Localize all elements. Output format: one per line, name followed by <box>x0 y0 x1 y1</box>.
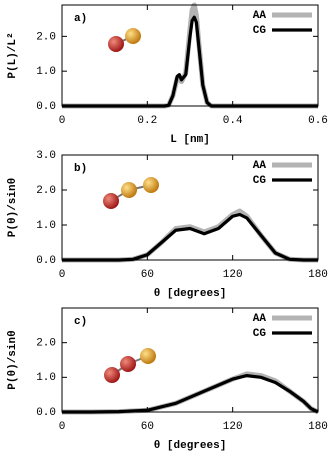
panel: 0.0 1.0 2.0 0 0.2 0.4 0.6 L [nm] P(L)/L² a) AA CG <box>7 2 328 146</box>
x-tick-label: 0 <box>59 269 66 281</box>
x-tick-label: 180 <box>308 269 328 281</box>
y-tick-label: 0.0 <box>36 407 56 419</box>
legend-label: CG <box>253 328 267 340</box>
series-line <box>62 212 318 262</box>
legend-label: CG <box>253 25 267 37</box>
series-line <box>62 208 318 263</box>
x-tick-label: 0 <box>59 115 66 127</box>
x-tick-label: 0.6 <box>308 115 328 127</box>
x-tick-label: 120 <box>223 269 243 281</box>
x-axis-label: θ [degrees] <box>154 288 227 300</box>
y-tick-label: 2.0 <box>36 338 56 350</box>
panel-label: a) <box>74 13 87 25</box>
legend-label: AA <box>253 10 267 22</box>
y-tick-label: 0.0 <box>36 101 56 113</box>
molecule-b <box>103 177 159 209</box>
panel: 0.0 1.0 2.0 3.0 0 60 120 180 θ [degrees] P(θ)/sin… <box>7 150 328 300</box>
x-tick-label: 60 <box>141 269 154 281</box>
legend-label: AA <box>253 313 267 325</box>
legend-label: CG <box>253 175 267 187</box>
plot-frame <box>61 307 319 413</box>
x-tick-label: 120 <box>223 421 243 433</box>
x-tick-label: 0.4 <box>223 115 243 127</box>
x-tick-label: 60 <box>141 421 154 433</box>
x-tick-label: 0.2 <box>137 115 157 127</box>
x-axis-label: θ [degrees] <box>154 440 227 452</box>
y-tick-label: 1.0 <box>36 372 56 384</box>
legend-label: AA <box>253 160 267 172</box>
series-line <box>62 374 319 414</box>
y-tick-label: 2.0 <box>36 31 56 43</box>
panel-label: b) <box>74 163 87 175</box>
y-tick-label: 2.0 <box>36 185 56 197</box>
plot-frame <box>61 154 319 261</box>
y-axis-label: P(θ)/sinθ <box>7 330 19 389</box>
series-line <box>62 2 318 109</box>
molecule-a <box>108 28 141 52</box>
y-tick-label: 0.0 <box>36 255 56 267</box>
panel: 0.0 1.0 2.0 0 60 120 180 θ [degrees] P(θ)/sinθ c)… <box>7 307 328 452</box>
series-line <box>62 371 320 415</box>
y-axis-label: P(L)/L² <box>7 32 19 78</box>
series-line <box>62 15 318 108</box>
plot-frame <box>61 4 319 107</box>
panel-label: c) <box>74 316 87 328</box>
y-tick-label: 1.0 <box>36 220 56 232</box>
x-tick-label: 180 <box>308 421 328 433</box>
y-axis-label: P(θ)/sinθ <box>7 178 19 237</box>
x-tick-label: 0 <box>59 421 66 433</box>
y-tick-label: 1.0 <box>36 66 56 78</box>
molecule-c <box>104 348 156 383</box>
x-axis-label: L [nm] <box>170 134 210 146</box>
y-tick-label: 3.0 <box>36 150 56 162</box>
